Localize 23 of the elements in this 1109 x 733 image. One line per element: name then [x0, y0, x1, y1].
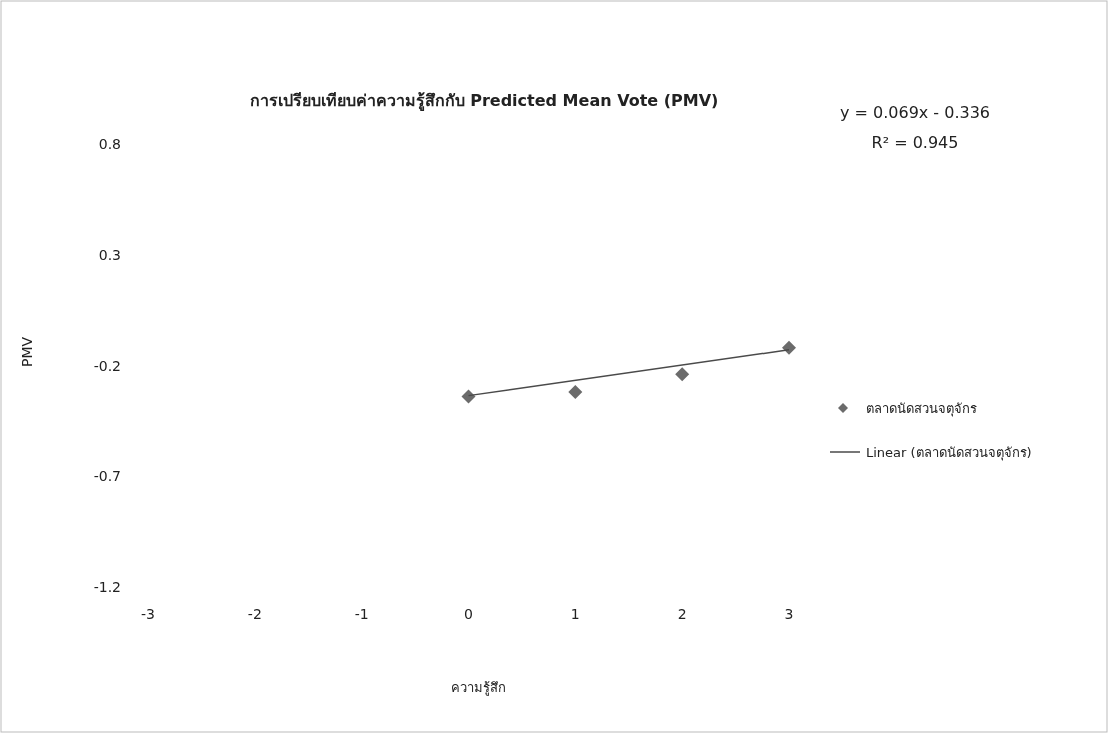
legend-label: ตลาดนัดสวนจตุจักร: [866, 401, 977, 417]
x-tick-label: -3: [141, 606, 155, 622]
x-tick-label: 3: [784, 606, 794, 622]
legend-label: Linear (ตลาดนัดสวนจตุจักร): [866, 445, 1032, 461]
x-axis-title: ความรู้สึก: [450, 680, 506, 696]
x-tick-label: -1: [354, 606, 369, 622]
x-tick-label: 0: [464, 606, 473, 622]
point: [461, 389, 476, 404]
y-tick-label: 0.3: [98, 246, 121, 263]
point: [568, 385, 583, 400]
y-tick-label: -0.2: [93, 357, 121, 374]
y-axis-title: PMV: [19, 336, 35, 368]
point: [675, 367, 690, 382]
y-tick-label: 0.8: [98, 136, 121, 152]
x-tick-label: 2: [677, 606, 687, 622]
y-tick-label: -1.2: [93, 579, 121, 595]
chart-title: การเปรียบเทียบค่าความรู้สึกกับ Predicted Mean Vote (PMV): [249, 91, 719, 112]
text: y = 0.069x - 0.336: [839, 103, 991, 122]
text: R² = 0.945: [871, 133, 959, 152]
x-tick-label: 1: [570, 606, 580, 622]
point: [782, 340, 796, 355]
y-tick-label: -0.7: [93, 468, 121, 485]
x-tick-label: -2: [247, 606, 262, 622]
